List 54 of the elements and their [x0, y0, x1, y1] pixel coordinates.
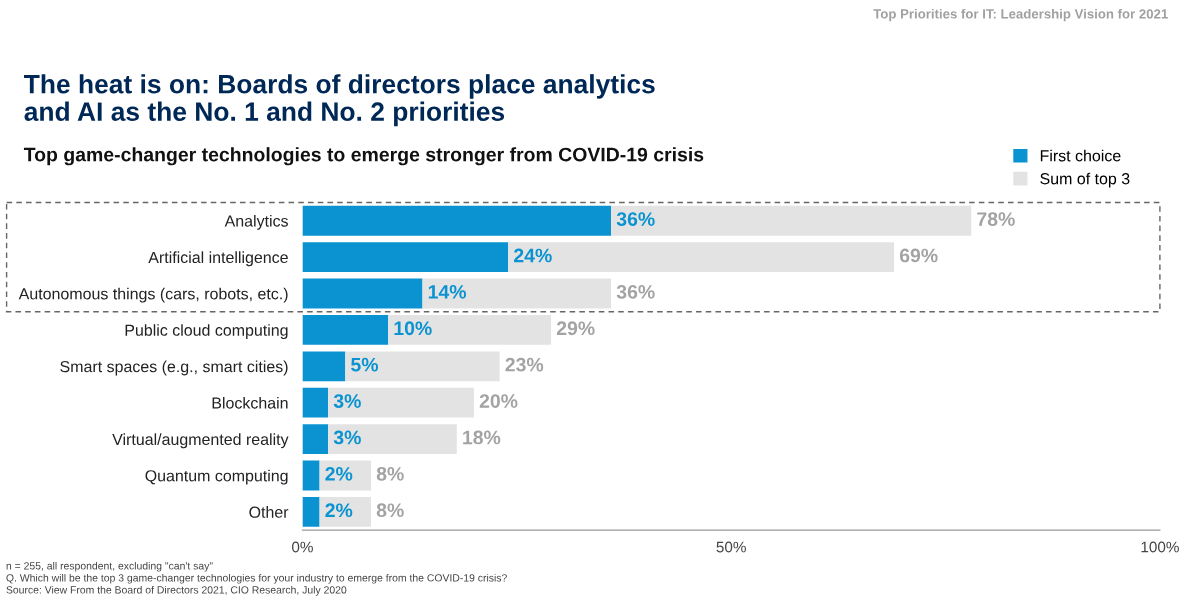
x-tick-label: 100% — [1141, 541, 1179, 553]
bar — [328, 424, 457, 455]
y-tick-label: Analytics — [224, 214, 288, 230]
bar — [302, 424, 329, 455]
total-label: 20% — [479, 394, 518, 408]
total-label: 8% — [376, 503, 404, 518]
data-label: 5% — [351, 357, 379, 372]
chart-subtitle: Top game-changer technologies to emerge stronger from COVID-19 crisis — [23, 147, 704, 166]
bar — [422, 278, 612, 309]
bar — [345, 351, 500, 382]
y-tick-label: Quantum computing — [145, 469, 288, 485]
bar — [388, 314, 552, 345]
x-tick-label: 50% — [716, 541, 746, 553]
data-label: 24% — [514, 248, 552, 263]
bar — [508, 242, 895, 273]
total-label: 36% — [616, 284, 655, 299]
bar — [302, 314, 389, 345]
bar — [302, 351, 346, 382]
data-label: 14% — [428, 285, 467, 299]
total-label: 78% — [977, 212, 1015, 226]
data-label: 2% — [325, 503, 353, 518]
bar — [302, 460, 320, 491]
total-label: 8% — [376, 466, 404, 481]
y-tick-label: Autonomous things (cars, robots, etc.) — [18, 287, 288, 303]
data-label: 3% — [333, 430, 361, 445]
bar — [302, 496, 320, 527]
total-label: 23% — [505, 357, 544, 372]
source-note: Source: View From the Board of Directors 2021, CIO Research, July 2020 — [6, 585, 347, 596]
y-tick-label: Virtual/augmented reality — [112, 433, 289, 449]
text: Top Priorities for IT: Leadership Vision for 2021 — [873, 8, 1168, 22]
data-label: 2% — [325, 466, 353, 481]
bar — [302, 387, 329, 418]
total-label: 69% — [899, 248, 938, 263]
legend-label: Sum of top 3 — [1040, 172, 1130, 188]
y-tick-label: Other — [249, 506, 289, 518]
y-tick-label: Blockchain — [212, 396, 288, 409]
data-label: 10% — [394, 321, 432, 336]
chart-title: The heat is on: Boards of directors place analytics and AI as the No. 1 and No. 2 priorities — [24, 74, 655, 127]
legend-label: First choice — [1040, 149, 1121, 162]
bar — [302, 242, 509, 273]
data-label: 3% — [333, 394, 361, 408]
bar — [611, 205, 972, 236]
y-tick-label: Public cloud computing — [125, 324, 288, 340]
text: Q. Which will be the top 3 game-changer technologies for your industry to emerge from the COVID-19 crisis? — [6, 573, 507, 584]
y-tick-label: Smart spaces (e.g., smart cities) — [60, 360, 288, 376]
data-label: 36% — [616, 212, 655, 226]
bar — [302, 205, 612, 236]
total-label: 29% — [556, 321, 595, 336]
x-tick-label: 0% — [291, 541, 313, 553]
bar — [328, 387, 474, 418]
total-label: 18% — [463, 430, 501, 445]
text: n = 255, all respondent, excluding "can't say" — [6, 561, 213, 572]
y-tick-label: Artificial intelligence — [148, 251, 288, 267]
bar — [302, 278, 423, 309]
